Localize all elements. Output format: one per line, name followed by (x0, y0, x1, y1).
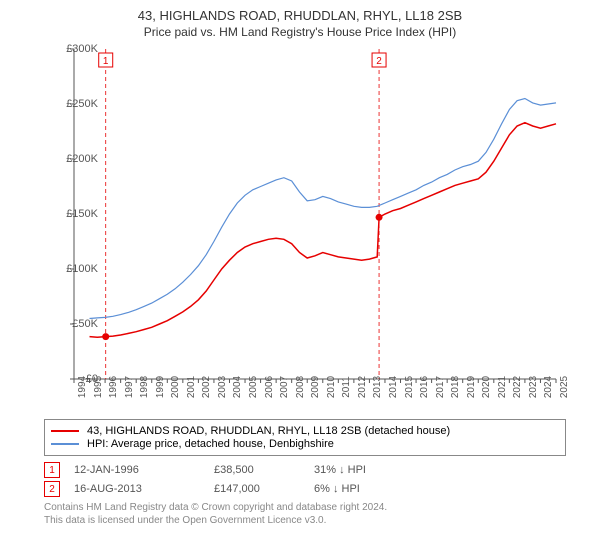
svg-text:2: 2 (376, 56, 382, 67)
x-tick-label: 2015 (404, 376, 415, 398)
x-tick-label: 1999 (155, 376, 166, 398)
sale-row: 1 12-JAN-1996£38,50031% ↓ HPI (44, 462, 566, 478)
legend-item: HPI: Average price, detached house, Denb… (51, 438, 559, 450)
sale-marker-icon: 1 (44, 462, 60, 478)
legend-item: 43, HIGHLANDS ROAD, RHUDDLAN, RHYL, LL18… (51, 425, 559, 437)
line-chart: 12 (30, 45, 560, 415)
chart-subtitle: Price paid vs. HM Land Registry's House … (0, 23, 600, 45)
x-tick-label: 2003 (217, 376, 228, 398)
footer: Contains HM Land Registry data © Crown c… (44, 501, 566, 527)
x-tick-label: 2001 (186, 376, 197, 398)
legend-swatch (51, 443, 79, 445)
x-tick-label: 2002 (201, 376, 212, 398)
x-tick-label: 2005 (248, 376, 259, 398)
footer-line2: This data is licensed under the Open Gov… (44, 514, 566, 527)
sale-date: 12-JAN-1996 (74, 464, 214, 476)
sale-price: £38,500 (214, 464, 314, 476)
x-tick-label: 2010 (326, 376, 337, 398)
footer-line1: Contains HM Land Registry data © Crown c… (44, 501, 566, 514)
x-tick-label: 2007 (279, 376, 290, 398)
sale-marker-icon: 2 (44, 481, 60, 497)
svg-text:1: 1 (103, 56, 109, 67)
x-tick-label: 1996 (108, 376, 119, 398)
x-tick-label: 2017 (435, 376, 446, 398)
sale-hpi: 31% ↓ HPI (314, 464, 414, 476)
sale-row: 2 16-AUG-2013£147,0006% ↓ HPI (44, 481, 566, 497)
x-tick-label: 2016 (419, 376, 430, 398)
x-tick-label: 1994 (77, 376, 88, 398)
x-tick-label: 2022 (512, 376, 523, 398)
x-tick-label: 2020 (481, 376, 492, 398)
sale-price: £147,000 (214, 483, 314, 495)
legend-label: 43, HIGHLANDS ROAD, RHUDDLAN, RHYL, LL18… (87, 425, 450, 437)
x-tick-label: 2019 (466, 376, 477, 398)
legend: 43, HIGHLANDS ROAD, RHUDDLAN, RHYL, LL18… (44, 419, 566, 456)
x-tick-label: 1998 (139, 376, 150, 398)
x-tick-label: 2006 (264, 376, 275, 398)
legend-label: HPI: Average price, detached house, Denb… (87, 438, 334, 450)
x-tick-label: 2023 (528, 376, 539, 398)
x-tick-label: 2004 (232, 376, 243, 398)
sale-hpi: 6% ↓ HPI (314, 483, 414, 495)
x-tick-label: 2024 (543, 376, 554, 398)
chart-area: 12 £0£50K£100K£150K£200K£250K£300K 19941… (30, 45, 590, 415)
x-tick-label: 2021 (497, 376, 508, 398)
x-tick-label: 2018 (450, 376, 461, 398)
legend-swatch (51, 430, 79, 432)
x-tick-label: 2011 (341, 376, 352, 398)
x-tick-label: 2000 (170, 376, 181, 398)
x-tick-label: 1997 (124, 376, 135, 398)
y-tick-label: £250K (66, 98, 98, 110)
x-tick-label: 2013 (372, 376, 383, 398)
y-tick-label: £300K (66, 43, 98, 55)
y-tick-label: £100K (66, 263, 98, 275)
x-tick-label: 2008 (295, 376, 306, 398)
sale-date: 16-AUG-2013 (74, 483, 214, 495)
x-tick-label: 1995 (93, 376, 104, 398)
x-tick-label: 2014 (388, 376, 399, 398)
sales-table: 1 12-JAN-1996£38,50031% ↓ HPI 2 16-AUG-2013… (44, 462, 566, 497)
y-tick-label: £200K (66, 153, 98, 165)
y-tick-label: £50K (72, 318, 98, 330)
x-tick-label: 2009 (310, 376, 321, 398)
x-tick-label: 2025 (559, 376, 570, 398)
y-tick-label: £150K (66, 208, 98, 220)
x-tick-label: 2012 (357, 376, 368, 398)
chart-title: 43, HIGHLANDS ROAD, RHUDDLAN, RHYL, LL18… (0, 0, 600, 23)
